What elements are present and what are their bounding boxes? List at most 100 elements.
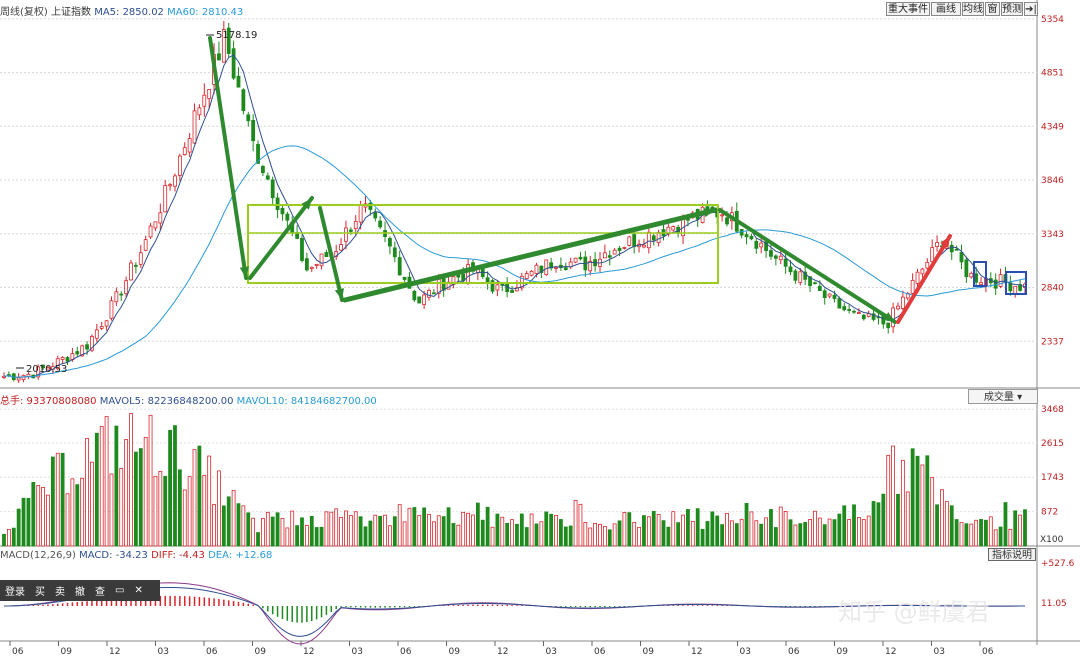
- candle-body: [280, 207, 285, 215]
- menu-buy[interactable]: 买: [35, 587, 45, 598]
- volume-bar: [661, 520, 666, 547]
- volume-bar: [36, 485, 41, 547]
- diff-readout: DIFF: -4.43: [151, 550, 205, 561]
- moving-average-button[interactable]: 均线: [962, 2, 984, 16]
- menu-sell[interactable]: 卖: [55, 587, 65, 598]
- volume-bar: [177, 469, 182, 547]
- candle-body: [632, 234, 637, 247]
- volume-bar: [993, 529, 998, 547]
- volume-bar: [1003, 502, 1008, 547]
- volume-bar: [783, 510, 788, 547]
- volume-bar: [529, 513, 534, 547]
- volume-bar: [334, 508, 339, 547]
- volume-indicator-dropdown[interactable]: 成交量 ▾: [968, 389, 1038, 404]
- volume-bar: [344, 510, 348, 547]
- volume-bar: [954, 519, 959, 547]
- candle-body: [808, 276, 812, 287]
- volume-bar: [871, 501, 876, 547]
- volume-bar: [822, 524, 827, 547]
- candle-body: [236, 75, 241, 88]
- candle-body: [55, 358, 60, 370]
- volume-bar: [857, 517, 861, 547]
- index-name: 上证指数: [51, 7, 91, 18]
- volume-bar: [329, 511, 334, 547]
- volume-bar: [104, 416, 109, 547]
- candle-body: [798, 271, 803, 283]
- indicator-help-button[interactable]: 指标说明: [988, 548, 1036, 561]
- menu-login[interactable]: 登录: [5, 587, 25, 598]
- window-button[interactable]: 窗: [985, 2, 1000, 16]
- candle-body: [920, 268, 925, 275]
- volume-bar: [212, 504, 216, 547]
- candle-body: [817, 285, 822, 291]
- volume-bar: [725, 513, 729, 547]
- highlight-box: [1005, 271, 1027, 295]
- volume-bar: [500, 516, 505, 547]
- candle-body: [773, 255, 778, 259]
- volume-bar: [861, 519, 866, 547]
- volume-bar: [26, 497, 31, 547]
- menu-query[interactable]: 查: [95, 587, 105, 598]
- candle-body: [949, 244, 954, 253]
- candle-body: [852, 310, 856, 313]
- candle-body: [749, 235, 754, 240]
- candle-body: [744, 234, 749, 238]
- volume-bar: [788, 519, 793, 547]
- candle-body: [534, 264, 539, 274]
- volume-bar: [192, 449, 197, 547]
- forecast-button[interactable]: 预测: [1001, 2, 1023, 16]
- volume-unit-label: X100: [1040, 535, 1064, 545]
- volume-bar: [295, 525, 300, 547]
- candle-body: [617, 247, 622, 251]
- volume-tick-label: 872: [1041, 508, 1058, 518]
- candle-body: [60, 357, 65, 360]
- trend-arrow-up-long: [342, 207, 718, 303]
- trend-arrow-up-long-head: [703, 208, 715, 218]
- volume-bar: [739, 518, 744, 547]
- menu-cancel[interactable]: 撤: [75, 587, 85, 598]
- volume-bar: [261, 518, 265, 547]
- volume-bar: [646, 516, 651, 547]
- candle-body: [959, 252, 964, 263]
- x-tick-label: 06: [206, 647, 218, 657]
- volume-bar: [75, 484, 80, 547]
- close-icon[interactable]: ✕: [134, 585, 143, 596]
- volume-bar: [573, 500, 578, 547]
- volume-bar: [935, 504, 939, 547]
- volume-bar: [607, 529, 612, 547]
- price-tick-label: 3343: [1041, 230, 1064, 240]
- volume-bar: [754, 520, 759, 547]
- volume-bar: [593, 522, 598, 547]
- draw-line-button[interactable]: 画线: [931, 2, 961, 16]
- volume-bar: [964, 523, 969, 547]
- candle-body: [402, 276, 407, 280]
- x-tick-label: 06: [788, 647, 800, 657]
- volume-bar: [31, 481, 36, 547]
- candle-body: [75, 351, 80, 355]
- volume-bar: [124, 439, 129, 547]
- price-tick-label: 2840: [1041, 284, 1064, 294]
- candle-body: [998, 274, 1003, 287]
- candle-body: [602, 252, 607, 259]
- volume-bar: [412, 507, 417, 547]
- candle-body: [133, 264, 138, 267]
- candle-body: [109, 300, 114, 319]
- macd-info-bar: MACD(12,26,9) MACD: -34.23 DIFF: -4.43 D…: [0, 550, 272, 561]
- window-icon[interactable]: ▭: [115, 585, 125, 596]
- volume-bar: [998, 526, 1003, 547]
- mavol10-readout: MAVOL10: 84184682700.00: [236, 396, 377, 407]
- volume-bar: [568, 525, 573, 547]
- candle-body: [549, 262, 554, 269]
- trend-arrow-down: [718, 208, 897, 324]
- volume-bar: [11, 527, 16, 547]
- major-events-button[interactable]: 重大事件: [886, 2, 930, 16]
- volume-dropdown-label: 成交量: [983, 392, 1014, 403]
- collapse-arrow-icon[interactable]: ➔|: [1024, 2, 1038, 16]
- volume-bar: [314, 527, 319, 547]
- candle-body: [314, 264, 319, 266]
- trend-arrow-up-head: [301, 198, 312, 210]
- candle-body: [153, 221, 158, 229]
- x-tick-label: 12: [885, 647, 896, 657]
